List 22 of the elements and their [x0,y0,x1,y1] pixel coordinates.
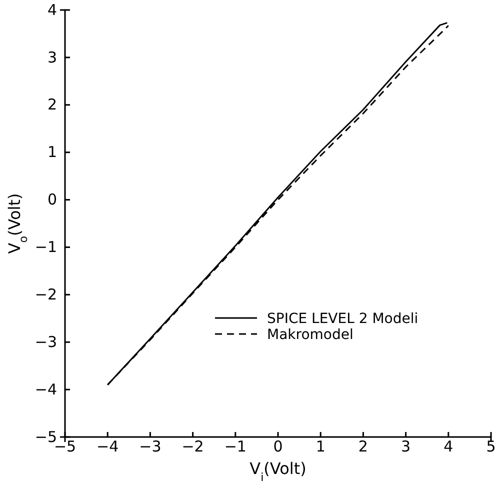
x-tick-label: 3 [401,438,411,456]
x-axis-title: V$_{i}$(Volt) [250,459,306,484]
y-tick-label: 1 [47,143,57,162]
x-tick-label: 5 [486,438,496,456]
x-tick-label: −4 [96,438,119,456]
y-tick-label: −4 [34,380,57,398]
legend-label: SPICE LEVEL 2 Modeli [267,311,418,327]
legend-label: Makromodel [267,327,354,343]
y-tick-label: −1 [34,238,57,256]
x-tick-label: 1 [316,438,326,456]
x-tick-label: −2 [182,438,204,456]
y-tick-label: −2 [34,285,57,304]
y-tick-label: 4 [47,0,57,19]
y-tick-label: 0 [47,190,57,209]
x-tick-label: 0 [273,438,283,456]
x-tick-label: 4 [444,438,454,456]
y-tick-label: 3 [47,48,57,66]
x-tick-label: −3 [139,438,162,456]
y-tick-label: −3 [34,332,57,351]
y-tick-label: 2 [47,96,57,114]
x-tick-label: 2 [358,438,368,456]
x-tick-label: −1 [224,438,246,456]
